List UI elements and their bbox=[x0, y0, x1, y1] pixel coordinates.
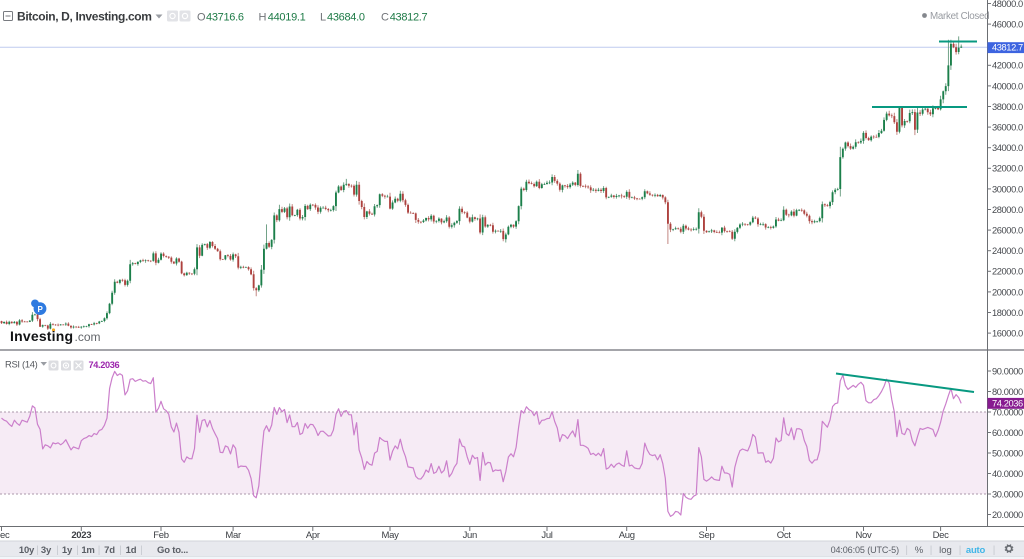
svg-text:Oct: Oct bbox=[777, 530, 792, 541]
svg-text:%: % bbox=[915, 545, 924, 556]
svg-text:|: | bbox=[119, 545, 122, 556]
svg-text:43684.0: 43684.0 bbox=[327, 12, 365, 24]
svg-text:40.0000: 40.0000 bbox=[992, 469, 1023, 479]
svg-text:|: | bbox=[76, 545, 79, 556]
svg-text:18000.0: 18000.0 bbox=[992, 308, 1023, 318]
svg-text:46000.0: 46000.0 bbox=[992, 20, 1023, 30]
svg-text:|: | bbox=[905, 545, 908, 556]
svg-text:43716.6: 43716.6 bbox=[206, 12, 244, 24]
svg-text:Feb: Feb bbox=[153, 530, 168, 541]
svg-text:Market Closed: Market Closed bbox=[930, 11, 989, 22]
svg-text:60.0000: 60.0000 bbox=[992, 428, 1023, 438]
svg-text:P: P bbox=[38, 305, 44, 314]
svg-text:Sep: Sep bbox=[698, 530, 714, 541]
svg-text:44019.1: 44019.1 bbox=[268, 12, 306, 24]
svg-text:43812.7: 43812.7 bbox=[992, 43, 1023, 53]
svg-text:90.0000: 90.0000 bbox=[992, 366, 1023, 376]
svg-text:L: L bbox=[320, 12, 326, 24]
svg-text:O: O bbox=[197, 12, 206, 24]
svg-text:|: | bbox=[36, 545, 39, 556]
svg-text:Dec: Dec bbox=[0, 530, 10, 541]
svg-text:04:06:05 (UTC-5): 04:06:05 (UTC-5) bbox=[831, 545, 900, 555]
svg-text:70.0000: 70.0000 bbox=[992, 407, 1023, 417]
svg-text:20000.0: 20000.0 bbox=[992, 287, 1023, 297]
svg-text:|: | bbox=[140, 545, 143, 556]
svg-text:36000.0: 36000.0 bbox=[992, 123, 1023, 133]
svg-text:30.0000: 30.0000 bbox=[992, 489, 1023, 499]
svg-text:30000.0: 30000.0 bbox=[992, 184, 1023, 194]
svg-text:Bitcoin, D, Investing.com: Bitcoin, D, Investing.com bbox=[17, 10, 152, 24]
svg-text:Aug: Aug bbox=[619, 530, 635, 541]
svg-text:RSI (14): RSI (14) bbox=[5, 359, 38, 370]
svg-text:Go to...: Go to... bbox=[157, 545, 188, 556]
svg-text:log: log bbox=[939, 545, 952, 556]
svg-text:16000.0: 16000.0 bbox=[992, 329, 1023, 339]
svg-text:43812.7: 43812.7 bbox=[390, 12, 428, 24]
svg-text:80.0000: 80.0000 bbox=[992, 387, 1023, 397]
svg-text:40000.0: 40000.0 bbox=[992, 81, 1023, 91]
svg-text:.com: .com bbox=[75, 330, 101, 344]
svg-text:48000.0: 48000.0 bbox=[992, 0, 1023, 9]
svg-text:|: | bbox=[993, 545, 996, 556]
svg-text:50.0000: 50.0000 bbox=[992, 448, 1023, 458]
svg-text:|: | bbox=[56, 545, 59, 556]
svg-text:42000.0: 42000.0 bbox=[992, 61, 1023, 71]
svg-text:26000.0: 26000.0 bbox=[992, 226, 1023, 236]
svg-text:24000.0: 24000.0 bbox=[992, 246, 1023, 256]
svg-text:20.0000: 20.0000 bbox=[992, 510, 1023, 520]
svg-text:|: | bbox=[98, 545, 101, 556]
svg-text:10y: 10y bbox=[19, 545, 35, 556]
svg-text:28000.0: 28000.0 bbox=[992, 205, 1023, 215]
svg-text:May: May bbox=[381, 530, 399, 541]
svg-text:1m: 1m bbox=[81, 545, 94, 556]
svg-text:|: | bbox=[930, 545, 933, 556]
svg-text:32000.0: 32000.0 bbox=[992, 164, 1023, 174]
svg-text:74.2036: 74.2036 bbox=[992, 399, 1023, 409]
svg-text:1d: 1d bbox=[126, 545, 137, 556]
svg-text:auto: auto bbox=[966, 545, 986, 556]
svg-text:22000.0: 22000.0 bbox=[992, 267, 1023, 277]
svg-text:3y: 3y bbox=[41, 545, 52, 556]
svg-text:Mar: Mar bbox=[225, 530, 241, 541]
svg-text:Dec: Dec bbox=[933, 530, 950, 541]
svg-text:38000.0: 38000.0 bbox=[992, 102, 1023, 112]
svg-text:C: C bbox=[381, 12, 389, 24]
svg-text:H: H bbox=[259, 12, 267, 24]
svg-text:Jul: Jul bbox=[541, 530, 552, 541]
svg-text:7d: 7d bbox=[104, 545, 115, 556]
svg-text:Investing: Investing bbox=[10, 328, 73, 344]
svg-text:Apr: Apr bbox=[306, 530, 320, 541]
svg-text:|: | bbox=[959, 545, 962, 556]
svg-text:34000.0: 34000.0 bbox=[992, 143, 1023, 153]
svg-text:1y: 1y bbox=[62, 545, 73, 556]
svg-text:2023: 2023 bbox=[71, 530, 91, 541]
svg-text:Nov: Nov bbox=[856, 530, 873, 541]
svg-text:74.2036: 74.2036 bbox=[89, 360, 120, 370]
svg-text:Jun: Jun bbox=[463, 530, 477, 541]
